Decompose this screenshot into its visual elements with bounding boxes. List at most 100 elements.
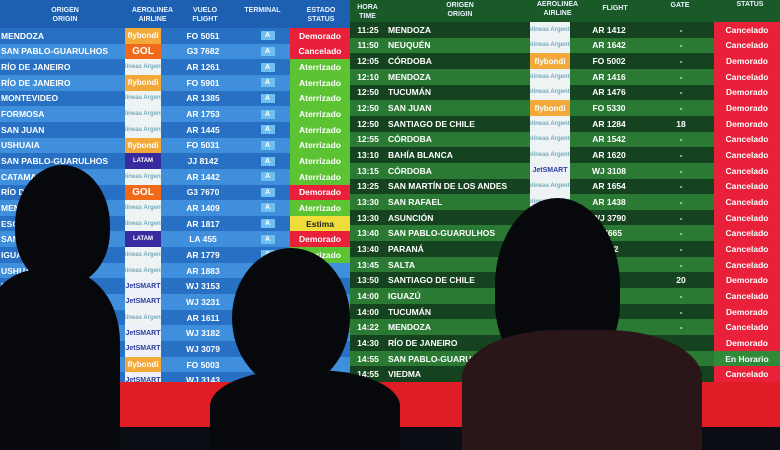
- airline-logo: Aerolíneas Argentinas: [530, 147, 570, 163]
- time: 14:55: [357, 353, 379, 364]
- time: 13:40: [357, 243, 379, 254]
- origin: CÓRDOBA: [388, 56, 432, 67]
- airline-logo: JetSMART: [125, 341, 161, 357]
- status-badge: Cancelado: [290, 43, 350, 60]
- status-badge: Aterrizado: [290, 106, 350, 122]
- airline-logo: Aerolíneas Argentinas: [530, 115, 570, 132]
- status-badge: Cancelado: [714, 288, 780, 304]
- person-silhouette-right-body: [462, 330, 702, 450]
- origin: SALTA: [388, 259, 416, 270]
- status-badge: Aterrizado: [290, 59, 350, 75]
- gate: -: [679, 56, 683, 67]
- airline-logo: Aerolíneas Argentinas: [125, 59, 161, 75]
- gate: -: [679, 87, 683, 98]
- flight-number: AR 1409: [186, 202, 220, 213]
- airline-logo: Aerolíneas Argentinas: [530, 84, 570, 101]
- gate: 18: [676, 118, 686, 129]
- origin: SANTIAGO DE CHILE: [388, 118, 475, 129]
- arrival-row: 12:05 CÓRDOBA flybondi FO 5002 - Demorad…: [350, 53, 780, 69]
- terminal: A: [260, 156, 275, 166]
- origin: MENDOZA: [388, 71, 431, 82]
- gate: -: [679, 103, 683, 114]
- terminal: A: [260, 78, 275, 88]
- departure-row: MONTEVIDEO Aerolíneas Argentinas AR 1385…: [0, 90, 352, 107]
- flight-number: FO 5051: [186, 30, 220, 41]
- flight-number: G3 7670: [186, 187, 220, 198]
- airline-logo: flybondi: [125, 28, 161, 44]
- flight-number: AR 1284: [592, 118, 626, 129]
- airline-logo: Aerolíneas Argentinas: [125, 215, 161, 232]
- status-badge: Demorado: [714, 53, 780, 69]
- origin: RÍO DE JANEIRO: [388, 337, 458, 348]
- flight-number: AR 1412: [592, 24, 626, 35]
- person-silhouette-center-body: [210, 370, 400, 450]
- flight-number: WJ 3153: [185, 281, 221, 292]
- origin: SAN JUAN: [1, 124, 45, 135]
- flight-number: FO 5003: [186, 359, 220, 370]
- origin: IGUAZÚ: [388, 290, 421, 301]
- terminal: A: [260, 172, 275, 182]
- gate: -: [679, 134, 683, 145]
- origin: SAN PABLO-GUARULHOS: [1, 156, 109, 167]
- status-badge: Demorado: [714, 84, 780, 101]
- header-origin: ORIGEN ORIGIN: [51, 7, 79, 23]
- time: 13:30: [357, 196, 379, 207]
- airline-logo: Aerolíneas Argentinas: [125, 121, 161, 138]
- flight-number: WJ 3790: [591, 212, 627, 223]
- header-status: ESTADO STATUS: [306, 7, 336, 23]
- time: 13:50: [357, 275, 379, 286]
- flight-number: AR 1883: [186, 265, 220, 276]
- status-badge: Cancelado: [714, 37, 780, 54]
- gate: -: [679, 40, 683, 51]
- flight-number: WJ 3108: [591, 165, 627, 176]
- origin: SAN PABLO-GUARULHOS: [388, 228, 496, 239]
- time: 14:22: [357, 322, 379, 333]
- airline-logo: Aerolíneas Argentinas: [125, 90, 161, 107]
- airline-logo: JetSMART: [125, 325, 161, 342]
- airline-logo: Aerolíneas Argentinas: [125, 200, 161, 216]
- person-silhouette-left-body: [0, 270, 120, 450]
- time: 14:30: [357, 337, 379, 348]
- flight-number: AR 1753: [186, 109, 220, 120]
- flight-number: AR 1620: [592, 150, 626, 161]
- origin: BAHÍA BLANCA: [388, 150, 453, 161]
- departure-row: FORMOSA Aerolíneas Argentinas AR 1753 A …: [0, 106, 352, 122]
- status-badge: Cancelado: [714, 225, 780, 242]
- gate: -: [679, 165, 683, 176]
- flight-number: WJ 3182: [185, 328, 221, 339]
- departure-row: SAN JUAN Aerolíneas Argentinas AR 1445 A…: [0, 121, 352, 138]
- flight-number: FO 5901: [186, 77, 220, 88]
- origin: MONTEVIDEO: [1, 93, 59, 104]
- person-silhouette-left: [15, 165, 110, 285]
- status-badge: Demorado: [714, 100, 780, 116]
- origin: USHUAIA: [1, 140, 40, 151]
- time: 14:55: [357, 369, 379, 380]
- status-badge: Demorado: [290, 28, 350, 44]
- gate: -: [679, 290, 683, 301]
- status-badge: Aterrizado: [290, 153, 350, 169]
- airline-logo: JetSMART: [530, 162, 570, 179]
- flight-number: WJ 3079: [185, 343, 221, 354]
- arrival-row: 13:10 BAHÍA BLANCA Aerolíneas Argentinas…: [350, 147, 780, 163]
- status-badge: Cancelado: [714, 68, 780, 85]
- time: 13:25: [357, 181, 379, 192]
- status-badge: Estima: [290, 215, 350, 232]
- status-badge: Cancelado: [714, 366, 780, 382]
- origin: RÍO DE JANEIRO: [1, 77, 71, 88]
- flight-number: AR 1438: [592, 196, 626, 207]
- flight-number: JJ 8142: [187, 156, 219, 167]
- time: 11:25: [357, 24, 379, 35]
- airline-logo: LATAM: [125, 231, 161, 248]
- flight-number: WJ 3143: [185, 375, 221, 386]
- status-badge: Cancelado: [714, 147, 780, 163]
- origin: TUCUMÁN: [388, 87, 431, 98]
- status-badge: Cancelado: [714, 162, 780, 179]
- airline-logo: JetSMART: [125, 278, 161, 295]
- origin: CATAMARCA: [1, 171, 55, 182]
- gate: 20: [676, 275, 686, 286]
- terminal: A: [260, 62, 275, 72]
- terminal: A: [260, 31, 275, 41]
- terminal: A: [260, 93, 275, 103]
- arrival-row: 13:15 CÓRDOBA JetSMART WJ 3108 - Cancela…: [350, 162, 780, 179]
- arrival-row: 12:50 SAN JUAN flybondi FO 5330 - Demora…: [350, 100, 780, 116]
